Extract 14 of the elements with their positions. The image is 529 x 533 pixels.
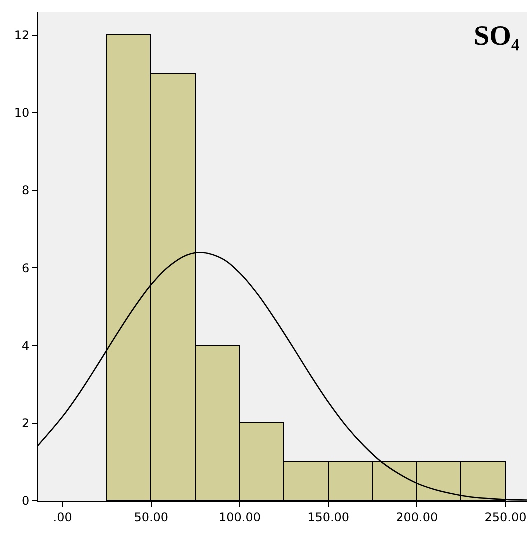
chart-title: SO₄: [474, 21, 520, 52]
y-tick-label: 6: [22, 261, 30, 276]
x-tick-label: 150.00: [308, 510, 350, 524]
x-tick-label: 50.00: [134, 510, 169, 524]
x-tick-label: .00: [53, 510, 72, 524]
y-tick-label: 0: [22, 494, 30, 508]
y-tick-label: 12: [14, 28, 30, 42]
y-tick-label: 8: [22, 184, 30, 198]
x-tick-label: 200.00: [396, 510, 438, 524]
y-tick-label: 10: [14, 106, 30, 120]
y-tick-label: 4: [22, 338, 30, 353]
x-tick-label: 250.00: [484, 510, 527, 524]
x-tick-label: 100.00: [218, 510, 261, 524]
y-tick-label: 2: [22, 416, 30, 431]
